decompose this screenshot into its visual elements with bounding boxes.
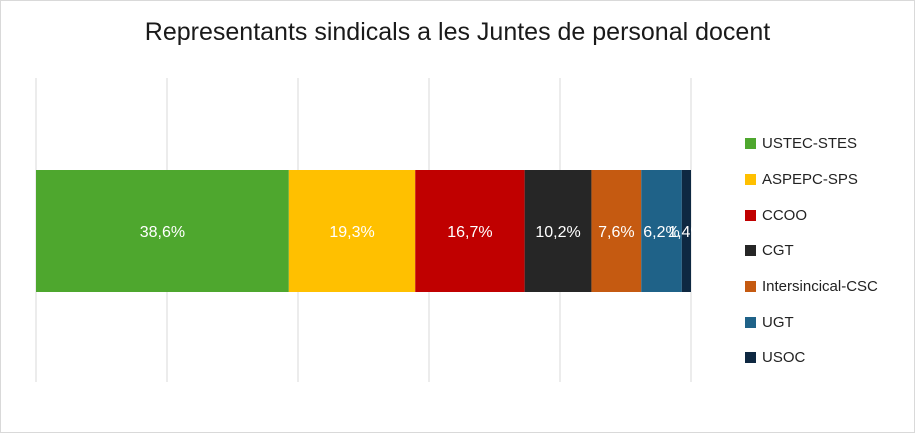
legend-item-intersincical-csc: Intersincical-CSC (745, 269, 878, 305)
legend-swatch (745, 245, 756, 257)
legend: USTEC-STES ASPEPC-SPS CCOO CGT Intersincical… (745, 126, 878, 376)
legend-swatch (745, 174, 756, 186)
data-label-intersincical-csc: 7,6% (598, 224, 634, 241)
data-label-aspepc-sps: 19,3% (329, 224, 374, 241)
legend-swatch (745, 281, 756, 293)
bar-segment-usoc (681, 170, 691, 292)
data-label-ugt: 6,2% (643, 224, 679, 241)
bar-segment-ccoo (415, 170, 525, 292)
legend-item-aspepc-sps: ASPEPC-SPS (745, 162, 878, 198)
bar-segment-ustec-stes (36, 170, 289, 292)
data-label-ustec-stes: 38,6% (140, 224, 185, 241)
legend-label: CCOO (762, 206, 807, 224)
data-label-ccoo: 16,7% (447, 224, 492, 241)
data-label-usoc: 1,4% (668, 224, 704, 241)
bar-segment-aspepc-sps (288, 170, 416, 292)
legend-label: USTEC-STES (762, 135, 858, 153)
legend-label: Intersincical-CSC (762, 278, 878, 296)
legend-item-ugt: UGT (745, 304, 878, 340)
legend-item-cgt: CGT (745, 233, 878, 269)
bar-segment-cgt (524, 170, 592, 292)
bar-segment-ugt (641, 170, 682, 292)
bar-segment-intersincical-csc (591, 170, 642, 292)
legend-swatch (745, 209, 756, 221)
legend-item-usoc: USOC (745, 340, 878, 376)
chart-title: Representants sindicals a les Juntes de … (144, 18, 771, 46)
legend-label: UGT (762, 313, 794, 331)
legend-label: CGT (762, 242, 794, 260)
data-label-cgt: 10,2% (535, 224, 580, 241)
legend-swatch (745, 138, 756, 150)
legend-label: ASPEPC-SPS (762, 171, 858, 189)
legend-item-ccoo: CCOO (745, 197, 878, 233)
legend-swatch (745, 352, 756, 364)
legend-label: USOC (762, 349, 806, 367)
legend-item-ustec-stes: USTEC-STES (745, 126, 878, 162)
legend-swatch (745, 316, 756, 328)
